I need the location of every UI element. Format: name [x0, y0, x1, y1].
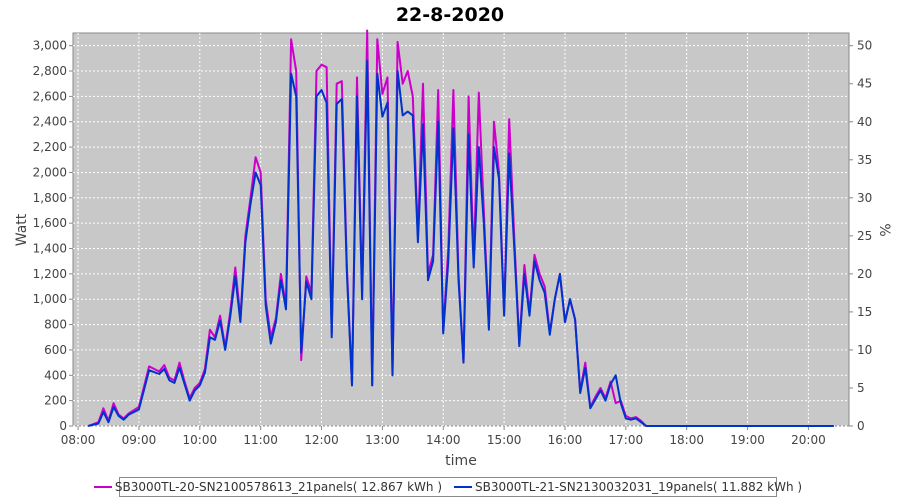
y-tick-label: 1,200 [33, 267, 67, 281]
y2-tick-label: 10 [857, 343, 872, 357]
y-axis-title: Watt [14, 213, 30, 246]
y-tick-label: 2,600 [33, 89, 67, 103]
legend: SB3000TL-20-SN2100578613_21panels( 12.86… [93, 477, 802, 497]
x-tick-label: 14:00 [426, 433, 461, 447]
x-tick-label: 17:00 [609, 433, 644, 447]
y-tick-label: 2,800 [33, 64, 67, 78]
x-tick-label: 19:00 [730, 433, 765, 447]
axes: 02004006008001,0001,2001,4001,6001,8002,… [33, 39, 873, 447]
y2-tick-label: 45 [857, 77, 872, 91]
x-axis-title: time [445, 453, 477, 469]
y-tick-label: 200 [44, 394, 67, 408]
y2-axis-title: % [876, 223, 892, 236]
y2-tick-label: 5 [857, 381, 865, 395]
y-tick-label: 2,400 [33, 115, 67, 129]
x-tick-label: 15:00 [487, 433, 522, 447]
x-tick-label: 11:00 [243, 433, 278, 447]
legend-item-series-1: SB3000TL-20-SN2100578613_21panels( 12.86… [93, 480, 442, 494]
x-tick-label: 13:00 [365, 433, 400, 447]
x-tick-label: 12:00 [304, 433, 339, 447]
y2-tick-label: 35 [857, 153, 872, 167]
legend-item-series-2: SB3000TL-21-SN2130032031_19panels( 11.88… [454, 480, 802, 494]
x-tick-label: 18:00 [669, 433, 704, 447]
y2-tick-label: 30 [857, 191, 872, 205]
y-tick-label: 1,400 [33, 242, 67, 256]
y-tick-label: 3,000 [33, 39, 67, 53]
y-tick-label: 0 [59, 419, 67, 433]
y-tick-label: 2,000 [33, 165, 67, 179]
plot-area [72, 32, 850, 427]
y-tick-label: 2,200 [33, 140, 67, 154]
y-tick-label: 400 [44, 368, 67, 382]
y2-tick-label: 15 [857, 305, 872, 319]
x-tick-label: 16:00 [548, 433, 583, 447]
y-tick-label: 1,600 [33, 216, 67, 230]
legend-swatch-series-2 [454, 486, 472, 488]
y-tick-label: 800 [44, 318, 67, 332]
legend-swatch-series-1 [93, 486, 112, 488]
x-tick-label: 10:00 [183, 433, 218, 447]
y-tick-label: 1,000 [33, 292, 67, 306]
y2-tick-label: 20 [857, 267, 872, 281]
y2-tick-label: 40 [857, 115, 872, 129]
y2-tick-label: 50 [857, 39, 872, 53]
y2-tick-label: 0 [857, 419, 865, 433]
x-tick-label: 08:00 [61, 433, 96, 447]
legend-label-series-2: SB3000TL-21-SN2130032031_19panels( 11.88… [475, 480, 803, 494]
series-line-2 [87, 59, 834, 427]
x-tick-label: 20:00 [791, 433, 826, 447]
y-tick-label: 600 [44, 343, 67, 357]
x-tick-label: 09:00 [122, 433, 157, 447]
chart-title: 22-8-2020 [396, 4, 504, 26]
y2-tick-label: 25 [857, 229, 872, 243]
series-group [87, 29, 834, 427]
y-tick-label: 1,800 [33, 191, 67, 205]
grid [73, 33, 849, 427]
legend-label-series-1: SB3000TL-20-SN2100578613_21panels( 12.86… [114, 480, 442, 494]
